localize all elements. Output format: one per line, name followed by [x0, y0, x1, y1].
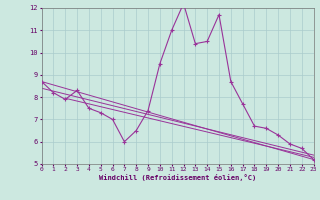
- X-axis label: Windchill (Refroidissement éolien,°C): Windchill (Refroidissement éolien,°C): [99, 174, 256, 181]
